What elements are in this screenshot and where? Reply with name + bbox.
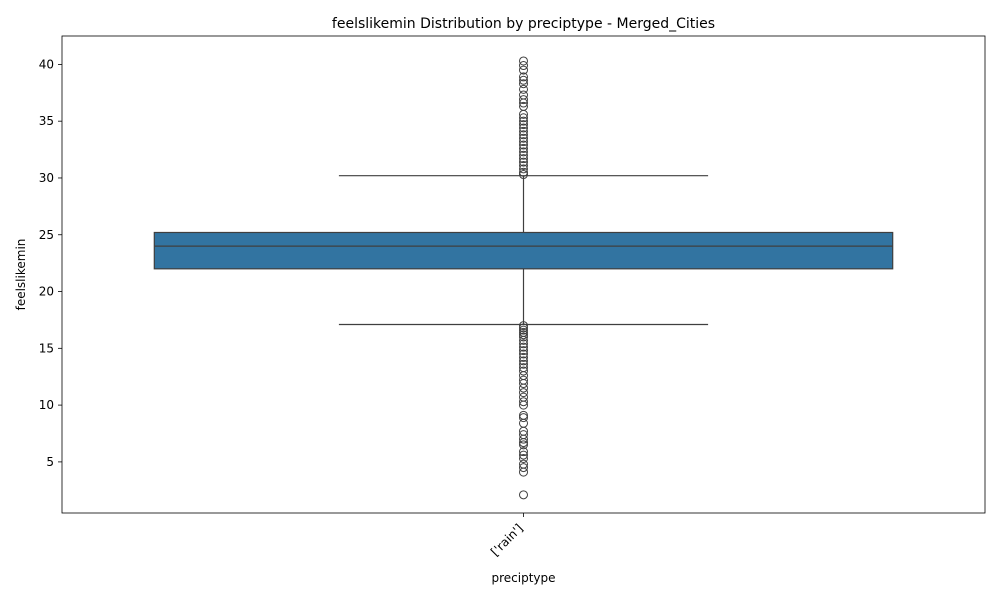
outlier-point <box>519 413 528 423</box>
outlier-point <box>519 335 528 345</box>
outlier-point <box>519 157 528 167</box>
outlier-point <box>519 490 528 500</box>
outlier-point <box>519 325 528 335</box>
outlier-point <box>519 79 528 89</box>
outlier-point <box>519 463 528 473</box>
outlier-point <box>519 467 528 477</box>
outlier-point <box>519 140 528 150</box>
outlier-point <box>519 98 528 108</box>
y-tick-label: 20 <box>39 285 54 299</box>
outlier-point <box>519 434 528 444</box>
outlier-point <box>519 143 528 153</box>
outlier-point <box>519 438 528 448</box>
box-iqr <box>153 231 894 270</box>
outlier-point <box>519 133 528 143</box>
outlier-point <box>519 321 528 331</box>
y-tick-label: 5 <box>46 455 54 469</box>
outlier-point <box>519 450 528 460</box>
outlier-point <box>519 383 528 393</box>
outlier-point <box>519 56 528 66</box>
outlier-point <box>519 95 528 105</box>
outlier-point <box>519 349 528 359</box>
y-axis-ticks: 5 10 15 20 25 30 35 40 <box>39 57 62 469</box>
outlier-point <box>519 147 528 157</box>
outlier-point <box>519 167 528 177</box>
y-tick-label: 25 <box>39 228 54 242</box>
outlier-point <box>519 113 528 123</box>
y-tick-label: 30 <box>39 171 54 185</box>
outlier-point <box>519 366 528 376</box>
outlier-point <box>519 160 528 170</box>
outlier-point <box>519 332 528 342</box>
outlier-point <box>519 339 528 349</box>
outlier-point <box>519 154 528 164</box>
outlier-point <box>519 137 528 147</box>
y-tick-label: 15 <box>39 341 54 355</box>
outlier-point <box>519 388 528 398</box>
outlier-point <box>519 453 528 463</box>
outlier-point <box>519 170 528 180</box>
outlier-point <box>519 75 528 85</box>
outlier-point <box>519 109 528 119</box>
x-tick-label: ['rain'] <box>488 521 526 559</box>
outlier-point <box>519 342 528 352</box>
outlier-point <box>519 116 528 126</box>
outlier-point <box>519 130 528 140</box>
box-marks <box>153 56 894 500</box>
outlier-point <box>519 150 528 160</box>
chart-title: feelslikemin Distribution by preciptype … <box>332 16 715 32</box>
outlier-point <box>519 440 528 450</box>
y-tick-label: 10 <box>39 398 54 412</box>
outlier-point <box>519 346 528 356</box>
outlier-point <box>519 356 528 366</box>
outlier-point <box>519 359 528 369</box>
y-axis-label: feelslikemin <box>14 239 28 311</box>
outlier-point <box>519 330 528 340</box>
outlier-point <box>519 65 528 75</box>
outlier-point <box>519 84 528 94</box>
outlier-point <box>519 164 528 174</box>
outlier-point <box>519 400 528 410</box>
outlier-point <box>519 61 528 71</box>
x-axis-label: preciptype <box>491 571 555 585</box>
outlier-point <box>519 126 528 136</box>
outlier-point <box>519 447 528 457</box>
outlier-point <box>519 120 528 130</box>
x-axis-ticks: ['rain'] <box>488 513 526 559</box>
outlier-point <box>519 379 528 389</box>
outlier-point <box>519 323 528 333</box>
outlier-point <box>519 397 528 407</box>
y-tick-label: 40 <box>39 57 54 71</box>
outlier-point <box>519 123 528 133</box>
y-tick-label: 35 <box>39 114 54 128</box>
outlier-point <box>519 352 528 362</box>
outlier-point <box>519 72 528 82</box>
